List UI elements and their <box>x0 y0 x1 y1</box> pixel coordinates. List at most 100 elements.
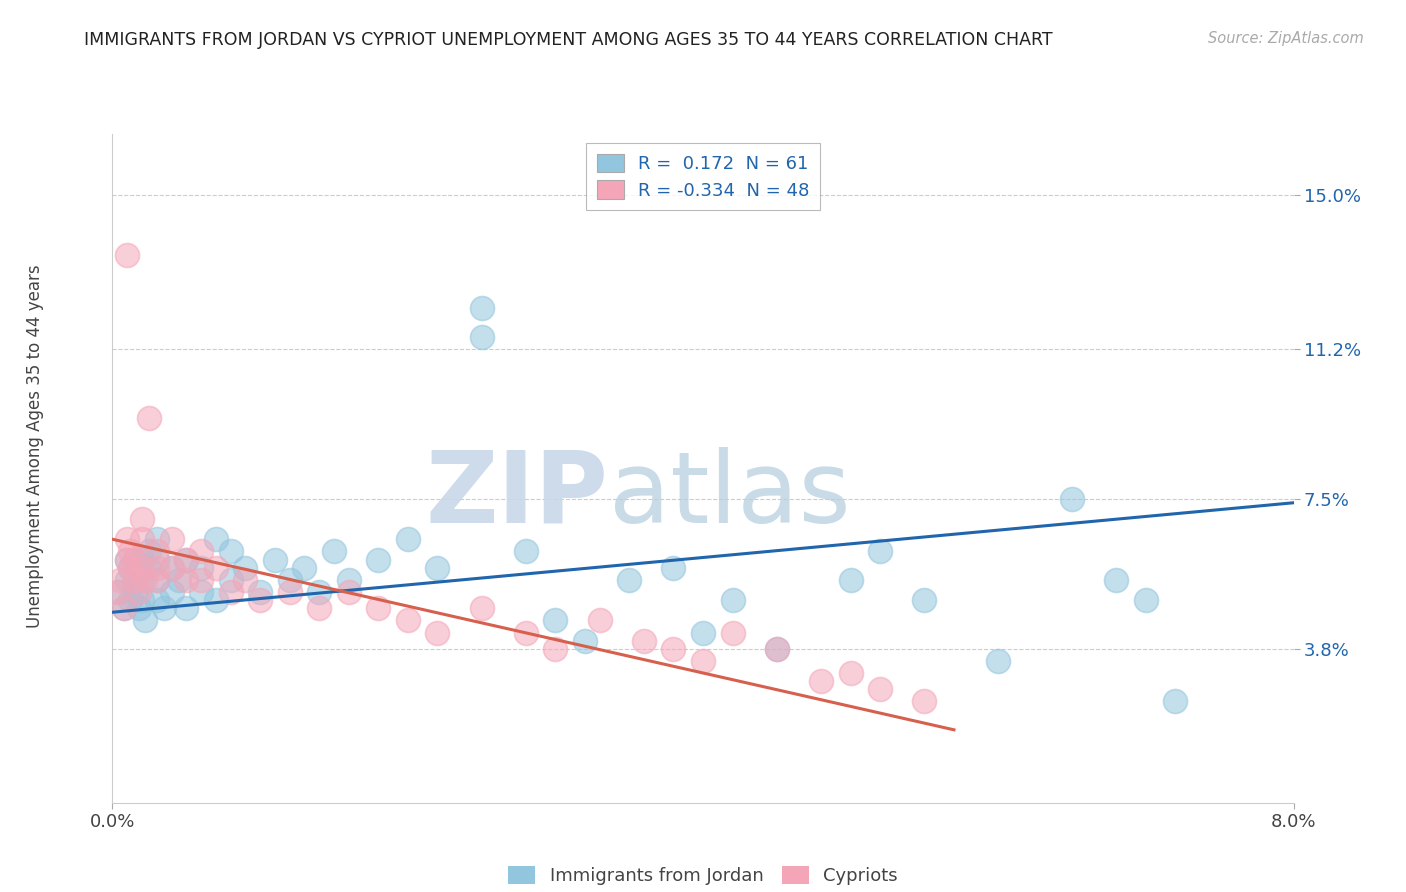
Point <box>869 682 891 697</box>
Point <box>233 573 256 587</box>
Point <box>471 301 494 315</box>
Point <box>619 573 641 587</box>
Point <box>131 573 153 587</box>
Point <box>367 601 389 615</box>
Point <box>190 560 212 574</box>
Point <box>117 248 138 262</box>
Point <box>190 573 212 587</box>
Point <box>544 613 567 627</box>
Point <box>167 573 190 587</box>
Point <box>174 573 197 587</box>
Point <box>120 560 142 574</box>
Point <box>138 410 160 425</box>
Point <box>131 533 153 547</box>
Point <box>174 552 197 566</box>
Point <box>124 573 146 587</box>
Point <box>205 533 228 547</box>
Text: Unemployment Among Ages 35 to 44 years: Unemployment Among Ages 35 to 44 years <box>27 264 44 628</box>
Point <box>146 544 169 558</box>
Point <box>839 666 862 681</box>
Point <box>146 573 169 587</box>
Point <box>108 573 131 587</box>
Point <box>117 552 138 566</box>
Point <box>264 552 287 566</box>
Point <box>869 544 891 558</box>
Point <box>574 633 596 648</box>
Point <box>544 641 567 656</box>
Point <box>117 552 138 566</box>
Point <box>692 654 714 668</box>
Point <box>810 674 832 689</box>
Point <box>337 585 360 599</box>
Point <box>396 533 419 547</box>
Point <box>337 573 360 587</box>
Point <box>138 544 160 558</box>
Point <box>426 625 449 640</box>
Point <box>1164 694 1187 708</box>
Point <box>117 533 138 547</box>
Point <box>124 552 146 566</box>
Point <box>160 560 183 574</box>
Point <box>120 593 142 607</box>
Point <box>128 601 150 615</box>
Point <box>233 560 256 574</box>
Point <box>323 544 346 558</box>
Point <box>146 560 169 574</box>
Point <box>146 593 169 607</box>
Point <box>914 593 936 607</box>
Point <box>292 560 315 574</box>
Point <box>190 585 212 599</box>
Point <box>190 544 212 558</box>
Point <box>134 613 156 627</box>
Point <box>131 512 153 526</box>
Point <box>1062 491 1084 506</box>
Point <box>219 573 242 587</box>
Point <box>249 593 271 607</box>
Point <box>160 560 183 574</box>
Point <box>160 533 183 547</box>
Point <box>174 601 197 615</box>
Point <box>765 641 787 656</box>
Point <box>219 544 242 558</box>
Legend: Immigrants from Jordan, Cypriots: Immigrants from Jordan, Cypriots <box>501 859 905 892</box>
Point <box>160 585 183 599</box>
Point <box>131 560 153 574</box>
Point <box>112 601 135 615</box>
Point <box>278 573 301 587</box>
Point <box>205 593 228 607</box>
Point <box>721 625 744 640</box>
Text: atlas: atlas <box>609 447 851 543</box>
Point <box>1135 593 1157 607</box>
Point <box>120 544 142 558</box>
Point <box>134 573 156 587</box>
Point <box>987 654 1010 668</box>
Point <box>117 573 138 587</box>
Point <box>124 585 146 599</box>
Point <box>131 593 153 607</box>
Point <box>1105 573 1128 587</box>
Point <box>692 625 714 640</box>
Point <box>120 560 142 574</box>
Point <box>308 601 330 615</box>
Point <box>426 560 449 574</box>
Point <box>278 585 301 599</box>
Text: IMMIGRANTS FROM JORDAN VS CYPRIOT UNEMPLOYMENT AMONG AGES 35 TO 44 YEARS CORRELA: IMMIGRANTS FROM JORDAN VS CYPRIOT UNEMPL… <box>84 31 1053 49</box>
Point <box>146 552 169 566</box>
Point <box>515 625 537 640</box>
Point <box>396 613 419 627</box>
Point <box>914 694 936 708</box>
Point <box>153 601 176 615</box>
Point <box>124 573 146 587</box>
Point <box>174 552 197 566</box>
Point <box>146 533 169 547</box>
Point <box>249 585 271 599</box>
Point <box>205 560 228 574</box>
Point <box>146 573 169 587</box>
Point <box>219 585 242 599</box>
Point <box>308 585 330 599</box>
Point <box>105 585 128 599</box>
Point <box>839 573 862 587</box>
Point <box>765 641 787 656</box>
Point <box>112 601 135 615</box>
Point <box>131 552 153 566</box>
